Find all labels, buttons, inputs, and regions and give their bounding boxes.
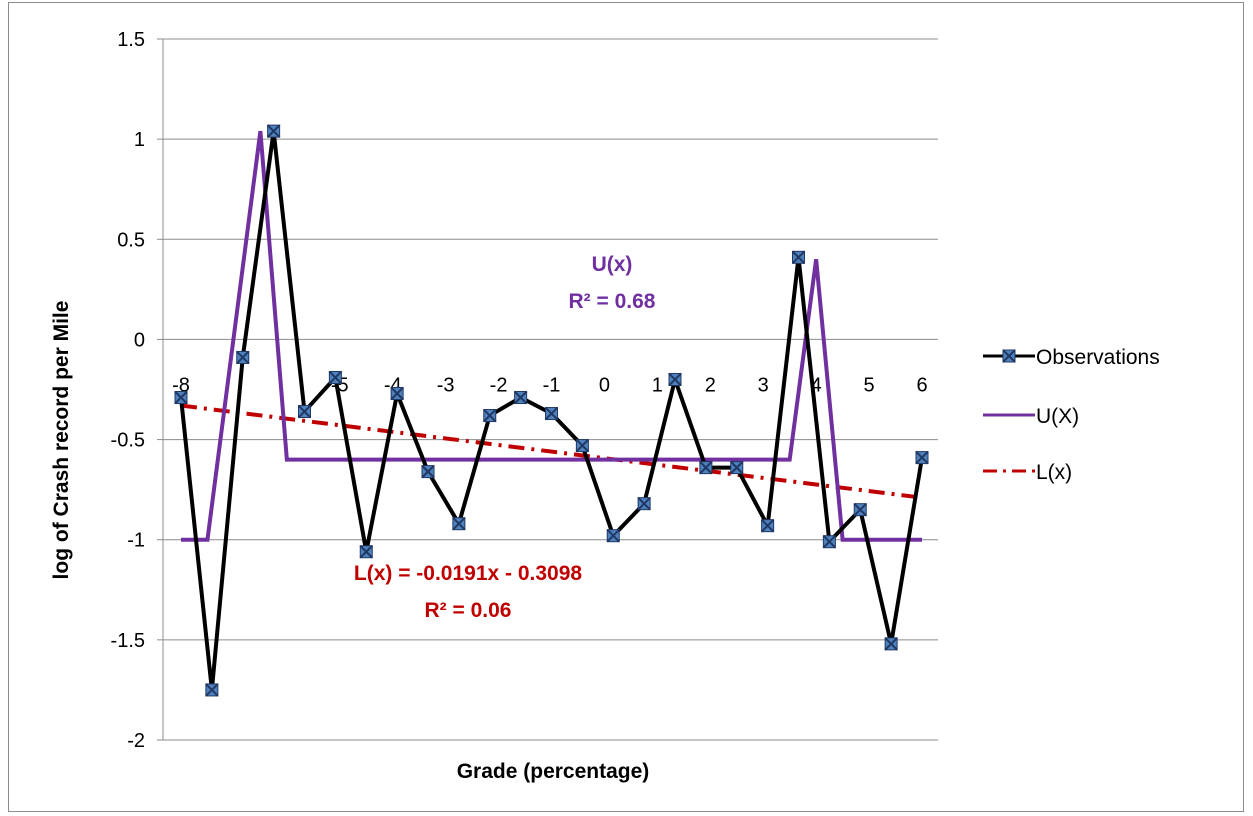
observation-point bbox=[328, 370, 343, 385]
observation-point bbox=[915, 450, 929, 465]
observation-point bbox=[606, 529, 620, 543]
observation-point bbox=[544, 406, 559, 421]
observation-point bbox=[791, 250, 806, 265]
observation-point bbox=[513, 390, 528, 405]
observation-point bbox=[421, 464, 435, 479]
u-annotation-label: U(x) bbox=[592, 253, 633, 276]
observation-point bbox=[730, 460, 744, 475]
observation-point bbox=[266, 124, 281, 138]
observation-point bbox=[637, 496, 651, 511]
legend-item-lx: L(x) bbox=[983, 461, 1072, 484]
observation-point bbox=[699, 460, 713, 475]
x-tick-label: 3 bbox=[758, 374, 769, 396]
x-axis-title: Grade (percentage) bbox=[457, 760, 650, 783]
y-tick-label: 1 bbox=[134, 129, 145, 151]
observation-point bbox=[575, 438, 590, 453]
x-tick-label: 5 bbox=[864, 374, 875, 396]
legend-label-observations: Observations bbox=[1036, 346, 1160, 369]
legend-label-ux: U(X) bbox=[1036, 405, 1079, 428]
x-tick-label: 0 bbox=[599, 374, 610, 396]
y-tick-label: -1 bbox=[127, 530, 145, 552]
observation-point bbox=[236, 350, 250, 365]
observation-point bbox=[668, 372, 682, 387]
observation-point bbox=[452, 516, 466, 531]
observation-point bbox=[297, 404, 312, 419]
x-tick-label: 6 bbox=[916, 374, 927, 396]
u-annotation-r2: R² = 0.68 bbox=[569, 290, 656, 313]
x-tick-label: -8 bbox=[172, 374, 190, 396]
legend-item-observations: Observations bbox=[983, 346, 1160, 369]
series-ux-line bbox=[181, 130, 922, 542]
observation-point bbox=[853, 502, 867, 517]
observation-point bbox=[390, 386, 404, 401]
legend-marker-observations bbox=[1002, 349, 1016, 363]
y-axis-title: log of Crash record per Mile bbox=[50, 301, 73, 580]
y-tick-label: 1.5 bbox=[117, 29, 145, 51]
l-annotation-equation: L(x) = -0.0191x - 0.3098 bbox=[354, 562, 583, 585]
observation-point bbox=[483, 408, 497, 423]
y-tick-label: 0 bbox=[134, 329, 145, 351]
x-tick-label: -3 bbox=[437, 374, 455, 396]
y-axis-ticks: 1.5 1 0.5 0 -0.5 -1 -1.5 -2 bbox=[111, 29, 145, 752]
l-annotation-r2: R² = 0.06 bbox=[425, 599, 512, 622]
x-tick-label: 4 bbox=[811, 374, 822, 396]
observation-point bbox=[822, 535, 837, 549]
y-tick-label: -2 bbox=[127, 730, 145, 752]
observation-point bbox=[884, 637, 898, 651]
x-tick-label: 2 bbox=[705, 374, 716, 396]
observation-point bbox=[205, 683, 219, 697]
observation-point bbox=[760, 518, 775, 533]
series-layer bbox=[174, 124, 929, 697]
series-lx-line bbox=[180, 403, 923, 500]
y-tick-label: -1.5 bbox=[111, 630, 145, 652]
x-tick-label: -1 bbox=[543, 374, 561, 396]
legend-item-ux: U(X) bbox=[983, 405, 1079, 428]
x-tick-label: -2 bbox=[490, 374, 508, 396]
y-tick-label: 0.5 bbox=[117, 229, 145, 251]
y-tick-label: -0.5 bbox=[111, 430, 145, 452]
legend-label-lx: L(x) bbox=[1036, 461, 1072, 484]
x-tick-label: 1 bbox=[652, 374, 663, 396]
observation-point bbox=[174, 390, 188, 405]
observation-point bbox=[359, 545, 373, 559]
legend: Observations U(X) L(x) bbox=[983, 346, 1160, 484]
